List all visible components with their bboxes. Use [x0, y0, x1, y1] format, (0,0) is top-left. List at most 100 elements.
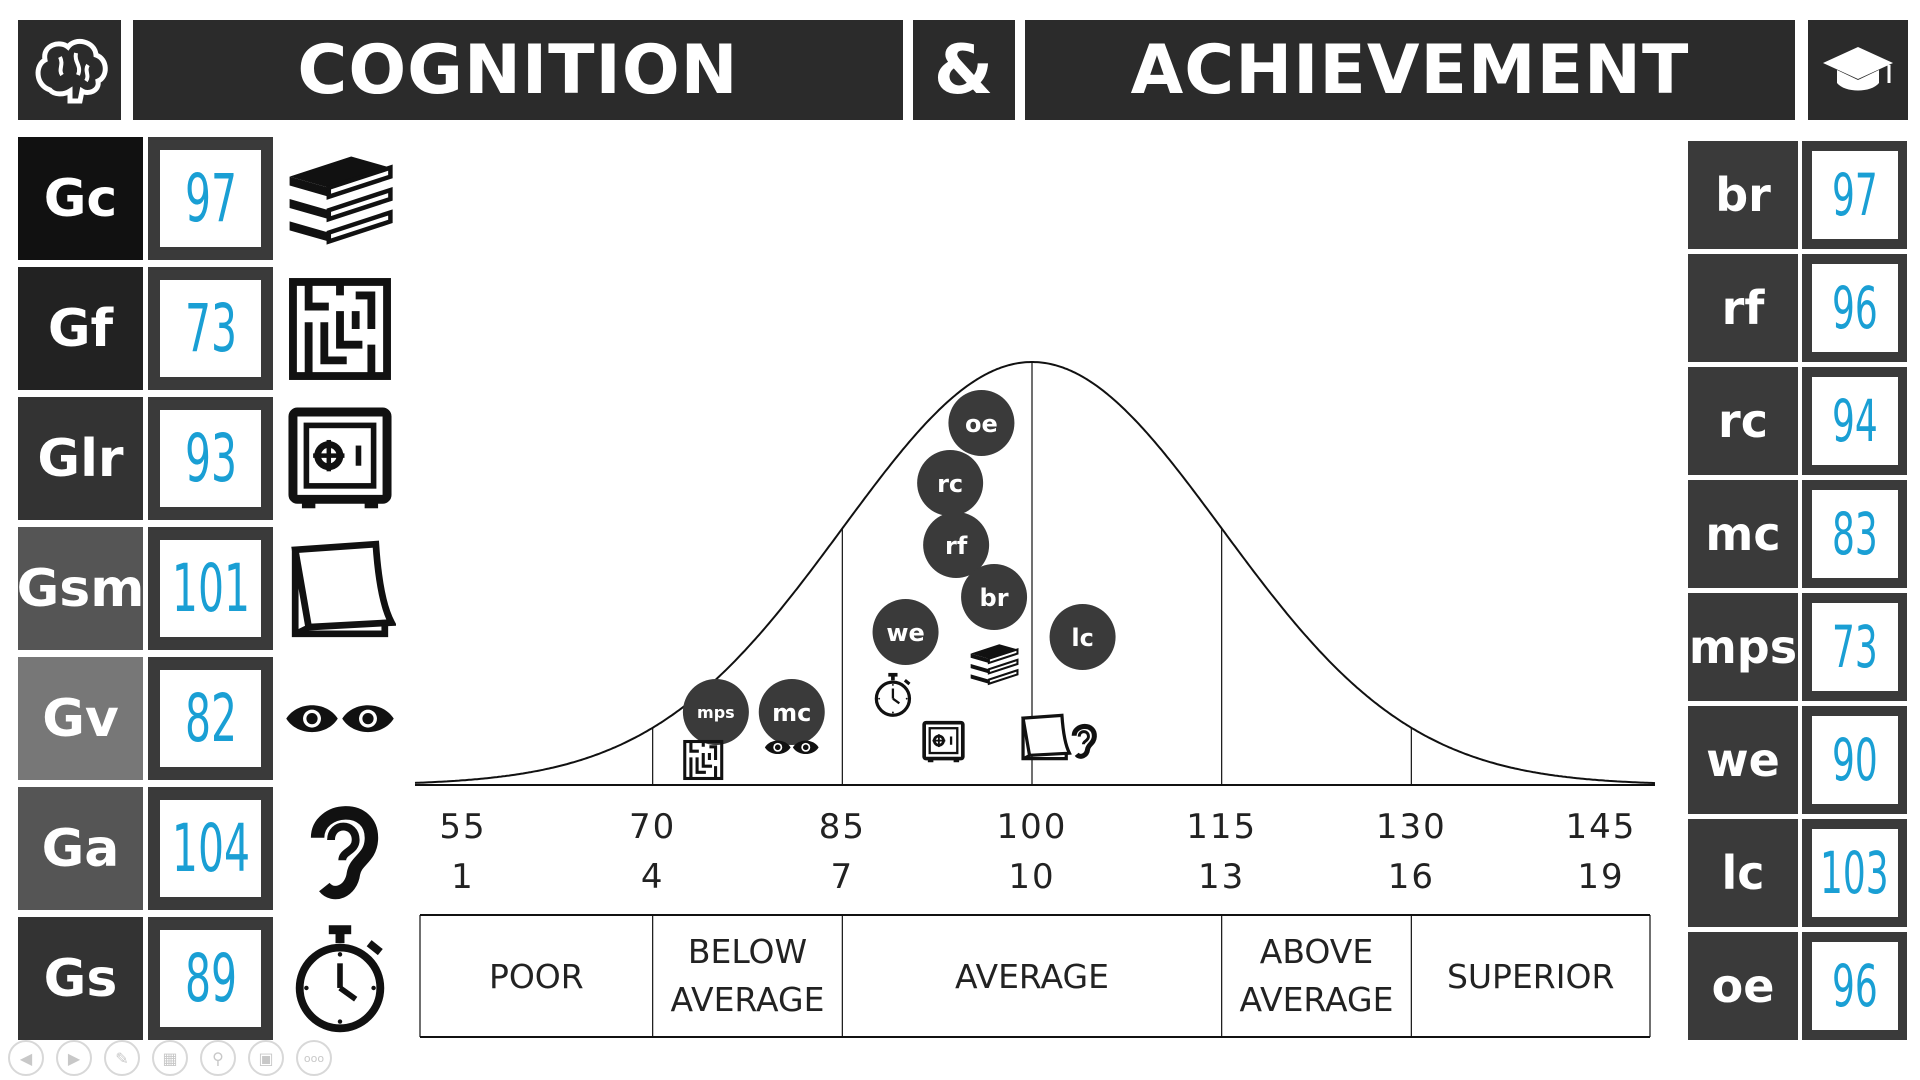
cog-score-value: 89 — [184, 940, 237, 1017]
ach-label-lc: lc — [1688, 819, 1798, 927]
ach-score-mps: 73 — [1802, 593, 1907, 701]
ach-label-oe: oe — [1688, 932, 1798, 1040]
achievement-dot-oe — [948, 390, 1015, 456]
ach-score-mc: 83 — [1802, 480, 1907, 588]
tick-label-scaled: 4 — [641, 857, 665, 897]
category-label: SUPERIOR — [1447, 957, 1614, 996]
subtitles-icon[interactable]: ▣ — [248, 1040, 284, 1076]
ach-score-rf: 96 — [1802, 254, 1907, 362]
category-label: BELOW — [688, 932, 807, 971]
achievement-dot-br — [961, 564, 1028, 630]
achievement-dot-rc — [917, 450, 984, 516]
cog-label-gf: Gf — [18, 267, 143, 390]
stopwatch-icon — [280, 919, 400, 1039]
cog-score-gf: 73 — [148, 267, 273, 390]
tick-label-scaled: 13 — [1198, 857, 1245, 897]
tick-label-standard: 70 — [629, 807, 676, 847]
cog-label-gv: Gv — [18, 657, 143, 780]
ach-score-lc: 103 — [1802, 819, 1907, 927]
ach-score-oe: 96 — [1802, 932, 1907, 1040]
normal-curve — [414, 361, 1656, 785]
ach-label-mc: mc — [1688, 480, 1798, 588]
ach-label-we: we — [1688, 706, 1798, 814]
tick-label-scaled: 1 — [451, 857, 475, 897]
category-label: ABOVE — [1260, 932, 1373, 971]
cog-score-value: 104 — [171, 810, 250, 887]
cog-score-glr: 93 — [148, 397, 273, 520]
tick-label-scaled: 7 — [831, 857, 855, 897]
cog-score-gv: 82 — [148, 657, 273, 780]
next-icon[interactable]: ▶ — [56, 1040, 92, 1076]
ach-label-mps: mps — [1688, 593, 1798, 701]
ach-score-br: 97 — [1802, 141, 1907, 249]
cognition-title: COGNITION — [133, 20, 903, 120]
tick-label-standard: 100 — [997, 807, 1068, 847]
prev-icon[interactable]: ◀ — [8, 1040, 44, 1076]
pen-icon[interactable]: ✎ — [104, 1040, 140, 1076]
ach-score-value: 83 — [1831, 500, 1878, 568]
cog-score-value: 82 — [184, 680, 237, 757]
ach-label-rc: rc — [1688, 367, 1798, 475]
chart-safe-icon — [922, 720, 965, 763]
maze-icon — [280, 269, 400, 389]
cog-label-glr: Glr — [18, 397, 143, 520]
ach-label-rf: rf — [1688, 254, 1798, 362]
ach-score-value: 97 — [1831, 161, 1878, 229]
slideshow-toolbar: ◀ ▶ ✎ ▦ ⚲ ▣ ooo — [8, 1040, 332, 1076]
achievement-dot-label: we — [886, 619, 924, 647]
tick-label-scaled: 16 — [1388, 857, 1435, 897]
tick-label-standard: 130 — [1376, 807, 1447, 847]
books-icon — [280, 139, 400, 259]
cog-score-value: 101 — [171, 550, 250, 627]
graduation-cap-icon — [1823, 47, 1893, 91]
achievement-dot-we — [872, 599, 939, 665]
brain-icon-box — [18, 20, 121, 120]
sticky-note-icon — [280, 529, 400, 649]
ach-score-value: 94 — [1831, 387, 1878, 455]
chart-maze-icon — [683, 739, 724, 781]
achievement-dot-mps — [682, 679, 749, 745]
chart-ear-icon — [1071, 723, 1097, 759]
ampersand: & — [913, 20, 1015, 120]
cog-score-gc: 97 — [148, 137, 273, 260]
achievement-dot-label: oe — [965, 410, 998, 438]
achievement-dot-label: mps — [697, 703, 735, 722]
category-label: AVERAGE — [955, 957, 1109, 996]
cog-score-value: 97 — [184, 160, 237, 237]
category-label: AVERAGE — [671, 980, 825, 1019]
more-icon[interactable]: ooo — [296, 1040, 332, 1076]
ach-label-br: br — [1688, 141, 1798, 249]
ach-score-rc: 94 — [1802, 367, 1907, 475]
chart-stopwatch-icon — [874, 672, 912, 717]
tick-label-scaled: 19 — [1577, 857, 1624, 897]
cog-label-gs: Gs — [18, 917, 143, 1040]
cog-score-value: 93 — [184, 420, 237, 497]
cog-label-ga: Ga — [18, 787, 143, 910]
achievement-dot-label: lc — [1071, 624, 1093, 652]
tick-label-standard: 55 — [439, 807, 486, 847]
zoom-icon[interactable]: ⚲ — [200, 1040, 236, 1076]
achievement-dot-label: mc — [772, 699, 811, 727]
graduation-cap-icon-box — [1808, 20, 1908, 120]
ach-score-value: 96 — [1831, 952, 1878, 1020]
brain-icon — [35, 38, 108, 104]
ach-score-value: 96 — [1831, 274, 1878, 342]
achievement-dot-label: rf — [945, 532, 968, 560]
chart-books-icon — [970, 644, 1019, 686]
achievement-dot-label: br — [980, 584, 1009, 612]
tick-label-standard: 115 — [1186, 807, 1257, 847]
cog-score-ga: 104 — [148, 787, 273, 910]
cog-score-gs: 89 — [148, 917, 273, 1040]
ach-score-we: 90 — [1802, 706, 1907, 814]
tick-label-standard: 85 — [819, 807, 866, 847]
tick-label-scaled: 10 — [1008, 857, 1055, 897]
chart-sticky-note-icon — [1021, 713, 1072, 761]
ach-score-value: 73 — [1831, 613, 1878, 681]
category-label: AVERAGE — [1240, 980, 1394, 1019]
eyes-icon — [280, 659, 400, 779]
ach-score-value: 103 — [1820, 839, 1889, 907]
ear-icon — [280, 789, 400, 909]
tick-label-standard: 145 — [1566, 807, 1637, 847]
slides-icon[interactable]: ▦ — [152, 1040, 188, 1076]
